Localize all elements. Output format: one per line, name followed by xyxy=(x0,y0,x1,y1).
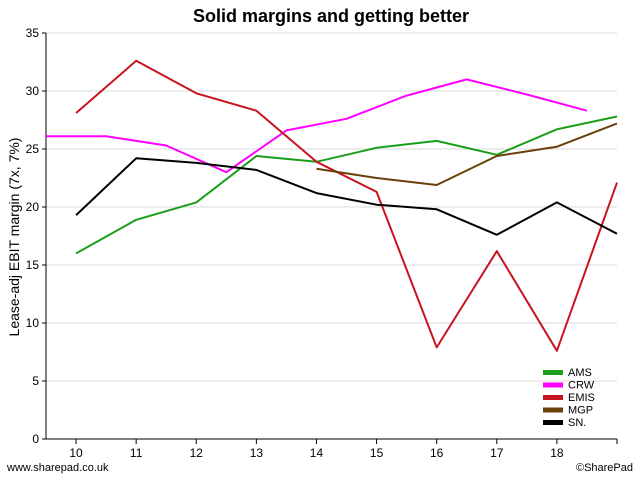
x-tick-label: 17 xyxy=(490,446,504,460)
legend-swatch xyxy=(543,420,563,425)
legend-label: SN. xyxy=(568,417,586,429)
legend-swatch xyxy=(543,382,563,388)
series-line-sn xyxy=(75,157,618,236)
legend-label: EMIS xyxy=(568,392,595,404)
legend-swatch xyxy=(543,407,563,413)
y-tick-label: 30 xyxy=(26,84,40,98)
series-line-emis xyxy=(75,59,618,352)
footer-right: ©SharePad xyxy=(576,462,633,474)
legend-swatch xyxy=(543,395,563,400)
x-tick-label: 18 xyxy=(550,446,564,460)
x-tick-label: 14 xyxy=(310,446,324,460)
legend-swatch xyxy=(543,370,563,375)
y-tick-label: 15 xyxy=(26,258,40,272)
y-tick-label: 5 xyxy=(32,374,39,388)
x-tick-label: 10 xyxy=(69,446,83,460)
axes: 0 5 10 15 20 25 30 35 10 11 12 13 14 15 16 17 18 xyxy=(26,26,618,460)
y-tick-label: 0 xyxy=(32,432,39,446)
series-line-ams xyxy=(75,115,618,255)
x-tick-label: 13 xyxy=(250,446,264,460)
x-tick-label: 11 xyxy=(130,446,143,460)
y-axis-label: Lease-adj EBIT margin (7x, 7%) xyxy=(6,138,22,337)
x-tick-label: 15 xyxy=(370,446,384,460)
legend-label: AMS xyxy=(568,367,592,379)
legend-label: CRW xyxy=(568,380,595,392)
x-tick-label: 16 xyxy=(430,446,444,460)
y-tick-label: 35 xyxy=(26,26,40,40)
y-tick-label: 10 xyxy=(26,316,40,330)
gridlines xyxy=(46,32,617,382)
series-lines xyxy=(46,59,618,352)
footer-left: www.sharepad.co.uk xyxy=(6,462,109,474)
series-line-mgp xyxy=(316,122,618,186)
chart-title: Solid margins and getting better xyxy=(193,6,469,26)
legend-label: MGP xyxy=(568,405,593,417)
x-tick-label: 12 xyxy=(190,446,204,460)
y-tick-label: 25 xyxy=(26,142,40,156)
series-line-crw xyxy=(46,78,588,174)
y-tick-label: 20 xyxy=(26,200,40,214)
